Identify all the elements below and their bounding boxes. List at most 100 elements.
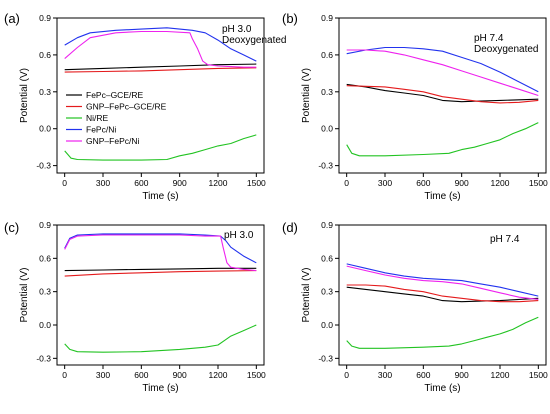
x-tick-label: 0 xyxy=(344,178,349,188)
y-tick-label: -0.3 xyxy=(36,161,51,171)
panel-b: 0 300 600 900 1200 1500 -0.3 0.0 0.3 0.6 0.9 Time (… xyxy=(282,11,548,202)
x-tick-label: 300 xyxy=(378,178,392,188)
y-tick-label: 0.9 xyxy=(39,220,51,230)
y-tick-label: -0.3 xyxy=(36,353,51,363)
x-tick-label: 900 xyxy=(173,370,187,380)
series-line-ni-re xyxy=(346,316,539,349)
legend-entry: FePc/Ni xyxy=(86,125,116,135)
x-tick-label: 600 xyxy=(416,370,430,380)
plot-frame xyxy=(338,224,547,366)
series-lines xyxy=(64,27,257,161)
series-line-gnp-fepc-ni xyxy=(64,30,257,68)
y-tick-label: 0.3 xyxy=(321,287,333,297)
y-axis-title: Potential (V) xyxy=(301,267,312,322)
x-tick-label: 900 xyxy=(455,178,469,188)
series-lines xyxy=(346,263,539,349)
x-axis-title: Time (s) xyxy=(142,383,178,394)
x-axis-title: Time (s) xyxy=(424,383,460,394)
x-tick-label: 900 xyxy=(173,178,187,188)
y-tick-label: 0.6 xyxy=(321,253,333,263)
panel-c: 0 300 600 900 1200 1500 -0.3 0.0 0.3 0.6 0.9 Time (… xyxy=(4,220,266,394)
x-tick-label: 0 xyxy=(344,370,349,380)
series-line-ni-re xyxy=(64,324,257,353)
series-line-fepc-gce-re xyxy=(64,267,257,272)
panel-annotation: Deoxygenated xyxy=(474,44,539,55)
x-tick-label: 300 xyxy=(378,370,392,380)
x-tick-label: 0 xyxy=(62,370,67,380)
y-tick-label: 0.6 xyxy=(39,253,51,263)
series-line-gnp-fepc-ni xyxy=(64,234,257,272)
x-tick-label: 0 xyxy=(62,178,67,188)
series-lines xyxy=(64,233,257,353)
y-tick-label: 0.0 xyxy=(39,124,51,134)
plot-frame xyxy=(56,17,265,174)
legend-entry: GNP–FePc–GCE/RE xyxy=(86,102,167,112)
panel-annotation: pH 3.0 xyxy=(224,230,254,241)
y-tick-label: 0.6 xyxy=(321,50,333,60)
panel-letter: (d) xyxy=(282,220,298,235)
panel-letter: (b) xyxy=(282,11,298,26)
x-tick-label: 1200 xyxy=(209,370,228,380)
panel-letter: (a) xyxy=(4,11,20,26)
panel-d: 0 300 600 900 1200 1500 -0.3 0.0 0.3 0.6 0.9 Time (… xyxy=(282,220,548,394)
x-tick-label: 1500 xyxy=(247,370,266,380)
y-tick-label: 0.3 xyxy=(39,87,51,97)
y-tick-label: 0.3 xyxy=(321,87,333,97)
y-tick-label: 0.3 xyxy=(39,287,51,297)
x-axis-title: Time (s) xyxy=(142,191,178,202)
x-tick-label: 1500 xyxy=(529,178,548,188)
y-tick-label: 0.6 xyxy=(39,50,51,60)
series-line-gnp-fepc-gce-re xyxy=(64,67,257,73)
plot-frame xyxy=(338,17,547,174)
series-line-gnp-fepc-ni xyxy=(346,49,539,97)
x-tick-label: 1500 xyxy=(247,178,266,188)
x-tick-label: 1500 xyxy=(529,370,548,380)
panel-annotation: pH 7.4 xyxy=(474,33,504,44)
panel-annotation: Deoxygenated xyxy=(222,35,287,46)
series-line-fepc-gce-re xyxy=(64,63,257,71)
x-tick-label: 300 xyxy=(96,370,110,380)
x-tick-label: 600 xyxy=(416,178,430,188)
panel-letter: (c) xyxy=(4,220,19,235)
x-tick-label: 600 xyxy=(134,370,148,380)
y-tick-label: 0.0 xyxy=(321,124,333,134)
y-tick-label: -0.3 xyxy=(318,161,333,171)
panel-annotation: pH 3.0 xyxy=(222,24,252,35)
plot-frame xyxy=(56,224,265,366)
y-tick-label: 0.9 xyxy=(39,13,51,23)
legend-entry: GNP–FePc/Ni xyxy=(86,136,139,146)
y-tick-label: 0.9 xyxy=(321,13,333,23)
y-axis-title: Potential (V) xyxy=(19,267,30,322)
panel-a: 0 300 600 900 1200 1500 -0.3 0.0 0.3 0.6 0.9 Time (… xyxy=(4,11,287,202)
series-lines xyxy=(346,46,539,157)
x-axis-title: Time (s) xyxy=(424,191,460,202)
y-axis-title: Potential (V) xyxy=(301,68,312,123)
series-line-fepc-ni xyxy=(346,46,539,93)
x-tick-label: 600 xyxy=(134,178,148,188)
series-line-gnp-fepc-gce-re xyxy=(64,270,257,277)
y-tick-label: 0.9 xyxy=(321,220,333,230)
x-tick-label: 1200 xyxy=(491,370,510,380)
series-line-fepc-ni xyxy=(64,27,257,62)
legend-entry: FePc–GCE/RE xyxy=(86,90,143,100)
series-line-gnp-fepc-gce-re xyxy=(346,284,539,303)
series-line-fepc-ni xyxy=(64,233,257,264)
series-line-ni-re xyxy=(346,122,539,157)
x-tick-label: 900 xyxy=(455,370,469,380)
x-tick-label: 1200 xyxy=(491,178,510,188)
x-tick-label: 1200 xyxy=(209,178,228,188)
y-tick-label: 0.0 xyxy=(39,320,51,330)
legend-entry: Ni/RE xyxy=(86,113,109,123)
y-tick-label: -0.3 xyxy=(318,353,333,363)
series-line-fepc-gce-re xyxy=(346,83,539,103)
x-tick-label: 300 xyxy=(96,178,110,188)
panel-annotation: pH 7.4 xyxy=(490,234,520,245)
series-line-fepc-ni xyxy=(346,263,539,297)
series-line-fepc-gce-re xyxy=(346,286,539,303)
series-line-ni-re xyxy=(64,134,257,161)
series-line-gnp-fepc-ni xyxy=(346,265,539,300)
y-axis-title: Potential (V) xyxy=(19,68,30,123)
y-tick-label: 0.0 xyxy=(321,320,333,330)
